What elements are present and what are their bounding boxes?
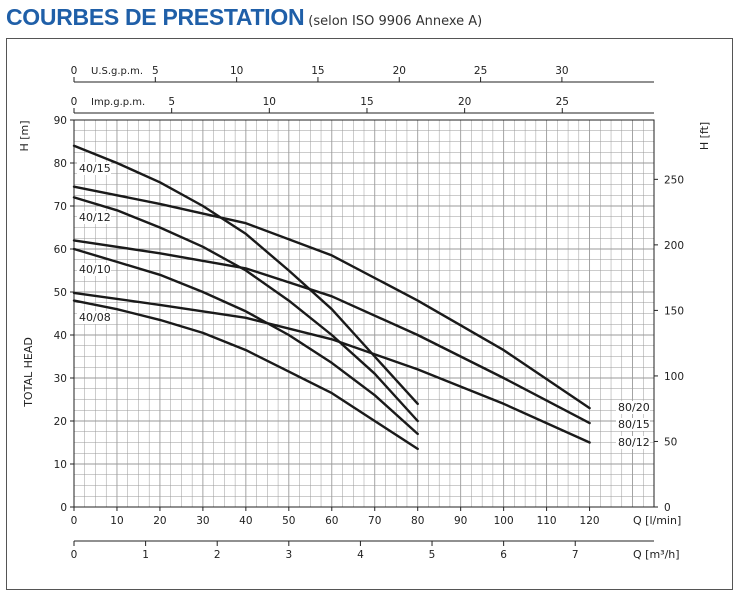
impgpm-tick-label: 15 bbox=[360, 96, 373, 108]
m3h-tick-label: 5 bbox=[429, 549, 436, 561]
ft-tick-label: 0 bbox=[664, 502, 671, 514]
curve-label-40-08: 40/08 bbox=[79, 311, 111, 324]
usgpm-tick-label: 0 bbox=[71, 65, 78, 77]
curve-label-40-12: 40/12 bbox=[79, 211, 111, 224]
usgpm-tick-label: 10 bbox=[230, 65, 243, 77]
usgpm-tick-label: 15 bbox=[311, 65, 324, 77]
x-tick-label: 100 bbox=[494, 515, 514, 527]
chart-subtitle: (selon ISO 9906 Annexe A) bbox=[308, 14, 483, 29]
impgpm-tick-label: 20 bbox=[458, 96, 471, 108]
x-tick-label: 70 bbox=[368, 515, 381, 527]
curve-40-15 bbox=[72, 144, 419, 405]
x-tick-label: 80 bbox=[411, 515, 424, 527]
impgpm-tick-label: 0 bbox=[71, 96, 78, 108]
chart-frame bbox=[6, 38, 733, 590]
curve-80-20 bbox=[72, 185, 591, 410]
impgpm-tick-label: 10 bbox=[263, 96, 276, 108]
curve-label-80-20: 80/20 bbox=[618, 401, 650, 414]
ft-axis-label: H [ft] bbox=[698, 122, 711, 150]
curve-80-15 bbox=[72, 239, 591, 425]
x-tick-label: 60 bbox=[325, 515, 338, 527]
y-axis-label: H [m] bbox=[18, 120, 31, 151]
impgpm-tick-label: 25 bbox=[556, 96, 569, 108]
m3h-tick-label: 4 bbox=[357, 549, 364, 561]
chart-header: COURBES DE PRESTATION (selon ISO 9906 Ann… bbox=[6, 4, 482, 31]
curve-label-bg bbox=[616, 418, 650, 431]
m3h-tick-label: 7 bbox=[572, 549, 579, 561]
x-tick-label: 10 bbox=[110, 515, 123, 527]
curve-80-12 bbox=[72, 291, 591, 444]
curve-label-bg bbox=[616, 436, 650, 449]
usgpm-tick-label: 25 bbox=[474, 65, 487, 77]
ft-tick-label: 100 bbox=[664, 371, 684, 383]
x-tick-label: 50 bbox=[282, 515, 295, 527]
ft-tick-label: 250 bbox=[664, 174, 684, 186]
x-tick-label: 120 bbox=[580, 515, 600, 527]
x-tick-label: 90 bbox=[454, 515, 467, 527]
y-tick-label: 0 bbox=[60, 502, 67, 514]
curve-label-bg bbox=[77, 311, 111, 324]
usgpm-tick-label: 30 bbox=[555, 65, 568, 77]
curve-label-40-15: 40/15 bbox=[79, 162, 111, 175]
y-axis-side-label: TOTAL HEAD bbox=[22, 337, 35, 408]
m3h-tick-label: 6 bbox=[500, 549, 507, 561]
labels: 40/15 40/12 40/10 40/08 80/20 80/15 80/12 bbox=[77, 162, 650, 449]
x-tick-label: 20 bbox=[153, 515, 166, 527]
ft-tick-label: 150 bbox=[664, 305, 684, 317]
y-tick-label: 30 bbox=[54, 373, 67, 385]
curve-label-bg bbox=[77, 211, 111, 224]
m3h-axis-label: Q [m³/h] bbox=[633, 548, 680, 561]
ft-tick-label: 200 bbox=[664, 240, 684, 252]
curve-40-12 bbox=[72, 196, 419, 423]
curve-label-80-15: 80/15 bbox=[618, 418, 650, 431]
curve-label-bg bbox=[77, 162, 111, 175]
plot-area bbox=[73, 119, 655, 508]
y-tick-label: 20 bbox=[54, 416, 67, 428]
y-tick-label: 90 bbox=[54, 115, 67, 127]
curve-label-80-12: 80/12 bbox=[618, 436, 650, 449]
y-tick-label: 10 bbox=[54, 459, 67, 471]
m3h-tick-label: 3 bbox=[285, 549, 292, 561]
y-tick-label: 40 bbox=[54, 330, 67, 342]
curve-label-40-10: 40/10 bbox=[79, 263, 111, 276]
m3h-tick-label: 0 bbox=[71, 549, 78, 561]
x-tick-label: 30 bbox=[196, 515, 209, 527]
y-tick-label: 70 bbox=[54, 201, 67, 213]
curves bbox=[72, 144, 591, 451]
ft-tick-label: 50 bbox=[664, 436, 677, 448]
chart-title: COURBES DE PRESTATION bbox=[6, 4, 305, 30]
axes: 0 10 20 30 40 50 60 70 80 90 100 110 120 Q [l/min]010… bbox=[18, 65, 711, 561]
x-axis-label: Q [l/min] bbox=[633, 514, 681, 527]
m3h-tick-label: 2 bbox=[214, 549, 221, 561]
curve-label-bg bbox=[77, 263, 111, 276]
m3h-tick-label: 1 bbox=[142, 549, 149, 561]
x-tick-label: 0 bbox=[71, 515, 78, 527]
x-tick-label: 40 bbox=[239, 515, 252, 527]
impgpm-axis-label: Imp.g.p.m. bbox=[91, 97, 145, 108]
usgpm-tick-label: 5 bbox=[152, 65, 159, 77]
impgpm-tick-label: 5 bbox=[168, 96, 175, 108]
curve-40-08 bbox=[72, 299, 419, 451]
curve-label-bg bbox=[616, 401, 650, 414]
grid bbox=[73, 119, 655, 508]
curve-40-10 bbox=[72, 247, 419, 436]
y-tick-label: 60 bbox=[54, 244, 67, 256]
y-tick-label: 50 bbox=[54, 287, 67, 299]
y-tick-label: 80 bbox=[54, 158, 67, 170]
x-tick-label: 110 bbox=[537, 515, 557, 527]
usgpm-axis-label: U.S.g.p.m. bbox=[91, 66, 143, 77]
usgpm-tick-label: 20 bbox=[393, 65, 406, 77]
